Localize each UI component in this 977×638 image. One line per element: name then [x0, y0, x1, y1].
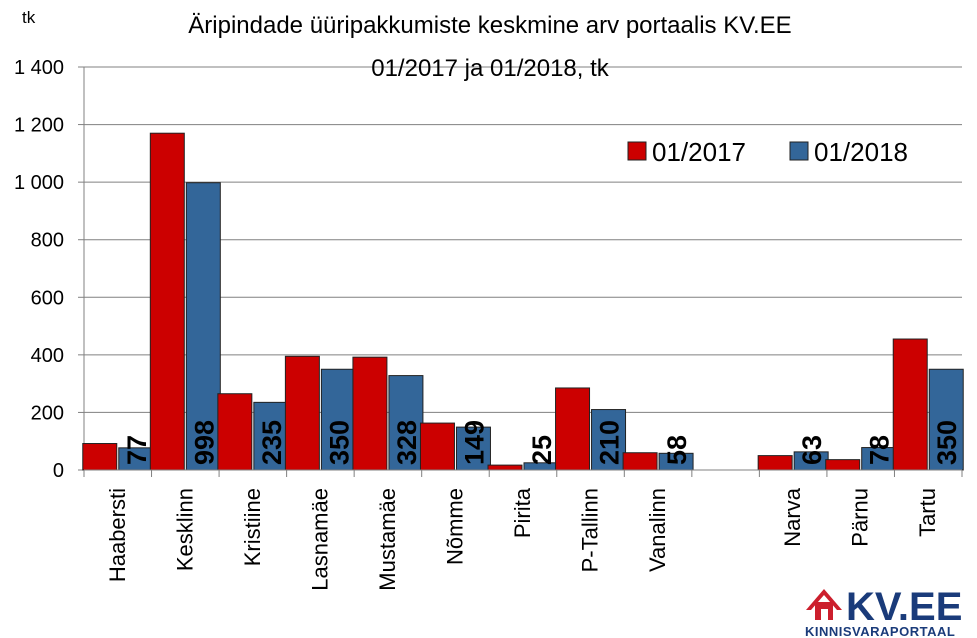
data-labels: 77 998 235 350 328 149 25 210 58 63 78 350	[122, 420, 962, 465]
legend-swatch	[627, 141, 647, 161]
bar-2017	[825, 459, 861, 471]
bar-2018	[253, 401, 289, 471]
y-tick-label: 600	[31, 287, 64, 309]
x-tick-label: Pirita	[510, 487, 535, 538]
bar-2018	[928, 368, 964, 471]
data-label: 77	[122, 435, 152, 465]
bar-2017	[352, 356, 388, 471]
legend: 01/2017 01/2018	[627, 137, 908, 167]
x-tick-label: Haabersti	[105, 488, 130, 582]
x-tick-label: Pärnu	[848, 488, 873, 547]
x-tick-label: Tartu	[915, 488, 940, 537]
bar-2017	[82, 443, 118, 471]
x-tick-label: Lasnamäe	[307, 488, 332, 591]
x-tick-label: Kristiine	[240, 488, 265, 566]
data-label: 350	[324, 420, 354, 465]
legend-label: 01/2018	[814, 137, 908, 167]
x-tick-label: Narva	[780, 487, 805, 546]
legend-label: 01/2017	[652, 137, 746, 167]
bar-2017	[419, 422, 455, 471]
data-label: 210	[595, 420, 625, 465]
data-label: 78	[865, 435, 895, 465]
chart-title-line-2: 01/2017 ja 01/2018, tk	[371, 55, 610, 82]
x-tick-label: Vanalinn	[645, 488, 670, 572]
bars	[82, 132, 964, 471]
house-icon	[806, 589, 842, 620]
y-tick-label: 1 000	[14, 172, 64, 194]
data-label: 235	[257, 420, 287, 465]
y-tick-label: 200	[31, 402, 64, 424]
y-tick-label: 1 400	[14, 57, 64, 79]
x-tick-label: Nõmme	[442, 488, 467, 565]
bar-2017	[622, 452, 658, 471]
data-label: 63	[797, 435, 827, 465]
data-label: 350	[932, 420, 962, 465]
bar-2018	[185, 182, 221, 471]
y-tick-label: 0	[53, 460, 64, 482]
bar-2017	[892, 338, 928, 471]
data-label: 998	[189, 420, 219, 465]
data-label: 328	[392, 420, 422, 465]
logo-tagline: KINNISVARAPORTAAL	[805, 624, 955, 638]
y-axis: 0 200 400 600 800 1 000 1 200 1 400	[14, 57, 85, 482]
bar-2017	[555, 387, 591, 471]
y-tick-label: 800	[31, 230, 64, 252]
bar-2018	[388, 375, 424, 471]
legend-swatch	[789, 141, 809, 161]
y-axis-unit-label: tk	[22, 8, 36, 27]
bar-2018	[455, 426, 491, 471]
bar-2017	[284, 355, 320, 471]
bar-2018	[320, 368, 356, 471]
x-tick-label: Kesklinn	[172, 488, 197, 571]
bar-2017	[149, 132, 185, 471]
y-tick-label: 1 200	[14, 115, 64, 137]
bar-2018	[591, 409, 627, 471]
y-tick-label: 400	[31, 345, 64, 367]
gridlines	[84, 66, 962, 413]
bar-2017	[757, 455, 793, 471]
chart-title-line-1: Äripindade üüripakkumiste keskmine arv p…	[188, 12, 791, 39]
data-label: 25	[527, 435, 557, 465]
bar-2017	[487, 464, 523, 471]
bar-2017	[217, 393, 253, 471]
x-axis: Haabersti Kesklinn Kristiine Lasnamäe Mustam…	[83, 469, 963, 591]
logo-wordmark: KV.EE	[846, 585, 962, 629]
x-tick-label: P-Tallinn	[578, 488, 603, 572]
kv-ee-logo: KV.EE KINNISVARAPORTAAL	[805, 585, 962, 638]
x-tick-label: Mustamäe	[375, 488, 400, 591]
data-label: 58	[662, 435, 692, 465]
data-label: 149	[459, 420, 489, 465]
